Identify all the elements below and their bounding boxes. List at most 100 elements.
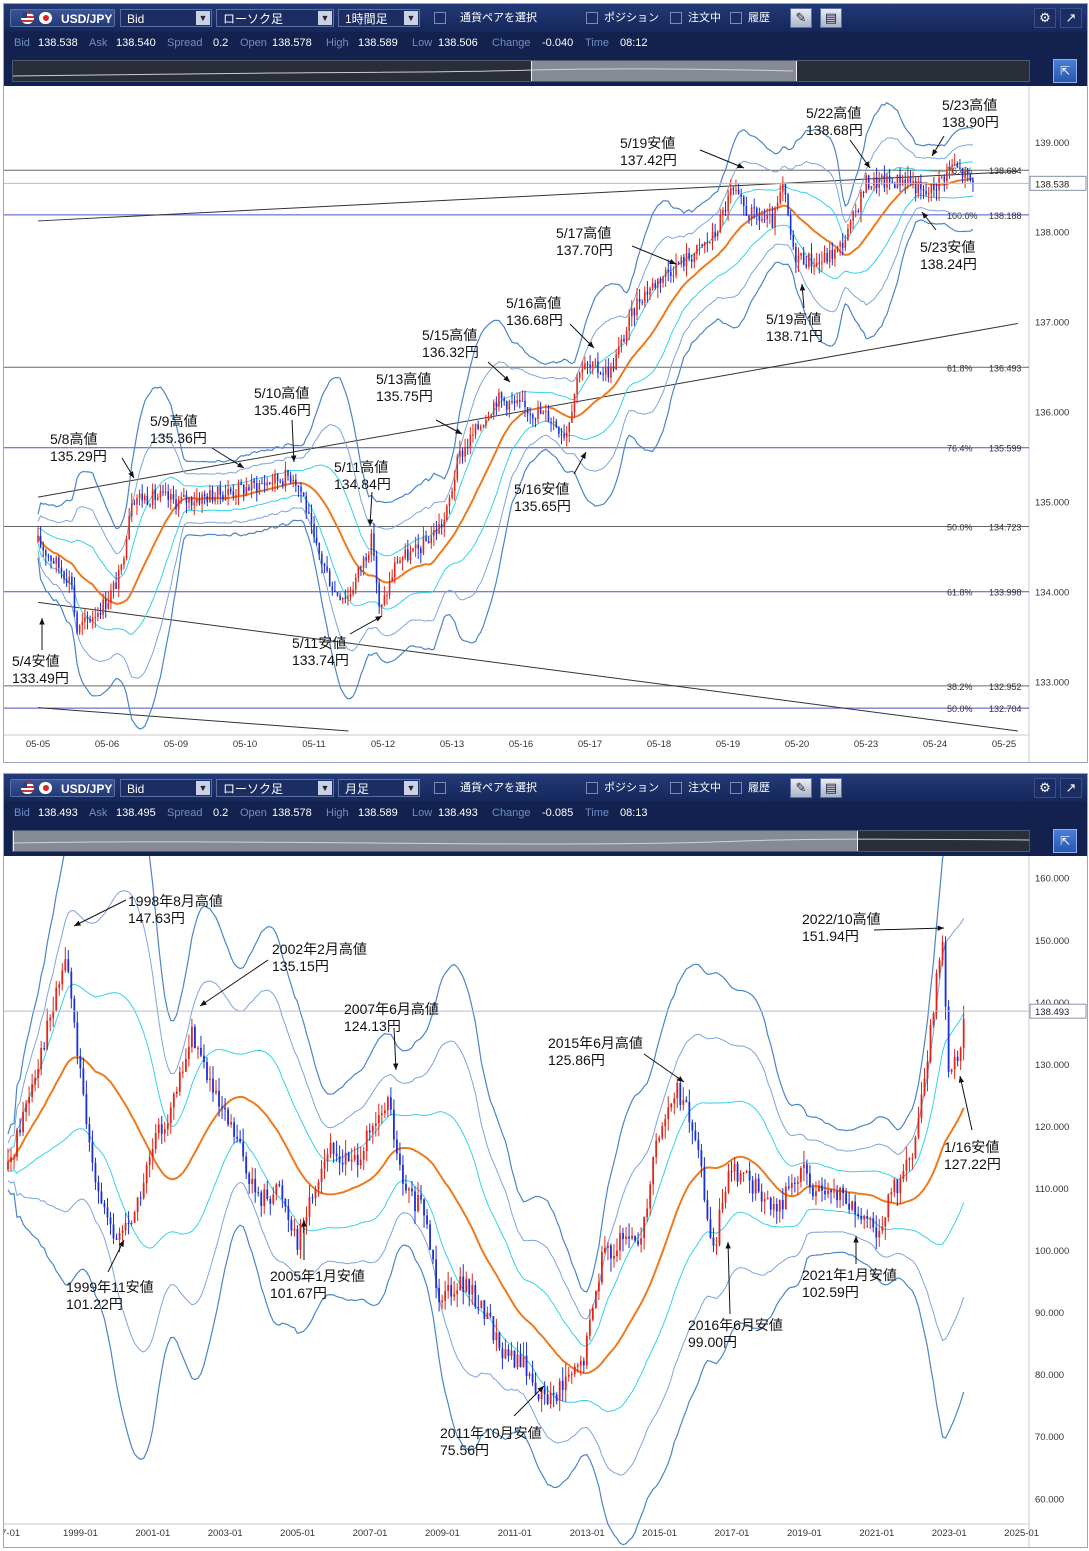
candle-body [388,580,391,596]
navigator-expand-button[interactable]: ⇱ [1053,59,1077,83]
candle-body [543,1388,546,1395]
time-tick-label: 2013-01 [570,1528,605,1539]
candle-body [409,551,412,561]
draw-tool-button[interactable]: ✎ [790,778,812,798]
candle-body [31,1084,34,1098]
navigator-track[interactable] [12,60,1030,82]
orders-label: 注文中 [688,782,721,794]
candle-body [63,571,65,580]
navigator-track[interactable] [12,830,1030,852]
price-type-select[interactable]: Bid ▼ [120,779,212,797]
candle-body [130,1222,133,1224]
candle-body [680,256,683,265]
select-pair-checkbox[interactable] [434,12,446,24]
annotation-value: 138.24円 [920,256,977,272]
orders-checkbox[interactable] [670,12,682,24]
candle-body [438,1287,441,1303]
chevron-down-icon: ▼ [318,781,332,795]
navigator-thumb[interactable] [531,61,798,81]
price-type-select[interactable]: Bid ▼ [120,9,212,27]
candle-body [235,495,237,497]
annotation-value: 133.49円 [12,670,69,686]
candle-body [956,1056,959,1062]
position-checkbox[interactable] [586,12,598,24]
candle-body [344,1152,347,1165]
candle-body [104,599,107,609]
candle-body [779,191,782,203]
candle-body [359,1159,362,1166]
expand-icon[interactable]: ↗ [1060,778,1082,798]
candle-body [537,408,539,419]
info-value: 138.578 [272,37,312,49]
candle-body [745,1170,748,1173]
select-pair-checkbox[interactable] [434,782,446,794]
candle-body [177,499,180,510]
annotation-title: 2015年6月高値 [548,1035,643,1051]
info-value: 0.2 [213,807,229,819]
candle-body [711,231,714,242]
candle-body [862,191,865,193]
candle-body [771,213,774,228]
navigator-expand-button[interactable]: ⇱ [1053,829,1077,853]
indicator-button[interactable]: ▤ [820,8,842,28]
candle-body [736,1163,739,1182]
position-checkbox[interactable] [586,782,598,794]
candle-body [492,1316,495,1341]
candle-body [468,1279,471,1295]
draw-tool-button[interactable]: ✎ [790,8,812,28]
navigator-thumb[interactable] [13,831,859,851]
price-tick-label: 137.000 [1035,318,1069,329]
gear-icon[interactable]: ⚙ [1034,8,1056,28]
currency-pair-button[interactable]: USD/JPY [10,779,115,797]
candle-body [766,1197,769,1200]
candle-body [453,1294,456,1297]
candle-body [847,228,849,241]
candle-body [389,1097,392,1110]
candle-body [368,1130,371,1133]
candle-body [722,210,724,215]
candle-body [662,276,664,284]
candle-body [357,567,360,578]
chart-style-select[interactable]: ローソク足 ▼ [216,779,334,797]
gear-icon[interactable]: ⚙ [1034,778,1056,798]
annotation-value: 101.67円 [270,1285,327,1301]
candle-body [441,1300,444,1303]
candle-body [799,1168,802,1182]
candle-body [763,1199,766,1202]
timeframe-select[interactable]: 月足 ▼ [338,779,420,797]
candle-body [94,1162,97,1183]
orders-checkbox[interactable] [670,782,682,794]
candle-body [956,163,959,168]
annotation-value: 138.68円 [806,122,863,138]
currency-pair-button[interactable]: USD/JPY [10,9,115,27]
candle-body [39,535,42,547]
candle-body [643,1217,646,1239]
expand-icon[interactable]: ↗ [1060,8,1082,28]
annotation-title: 5/13高値 [376,371,431,387]
annotation-value: 138.71円 [766,328,823,344]
candle-body [881,1226,884,1231]
candle-body [841,242,844,248]
candle-body [459,450,461,457]
annotation-value: 101.22円 [66,1296,123,1312]
candle-body [925,190,927,195]
candle-body [769,1197,772,1210]
history-checkbox[interactable] [730,782,742,794]
indicator-button[interactable]: ▤ [820,778,842,798]
info-key: Low [412,807,433,819]
timeframe-select[interactable]: 1時間足 ▼ [338,9,420,27]
history-checkbox[interactable] [730,12,742,24]
candle-body [552,421,555,423]
candle-body [423,1199,425,1216]
candle-body [740,194,742,197]
annotation-arrowhead [375,616,382,622]
candle-body [42,546,44,551]
candle-body [661,1126,664,1138]
chart-style-select[interactable]: ローソク足 ▼ [216,9,334,27]
fibonacci-value-label: 138.188 [989,211,1022,221]
time-tick-label: 2011-01 [498,1528,532,1539]
chart-style-value: ローソク足 [223,12,284,26]
candle-body [483,1300,486,1319]
candle-body [276,473,279,481]
candle-body [118,1232,121,1240]
